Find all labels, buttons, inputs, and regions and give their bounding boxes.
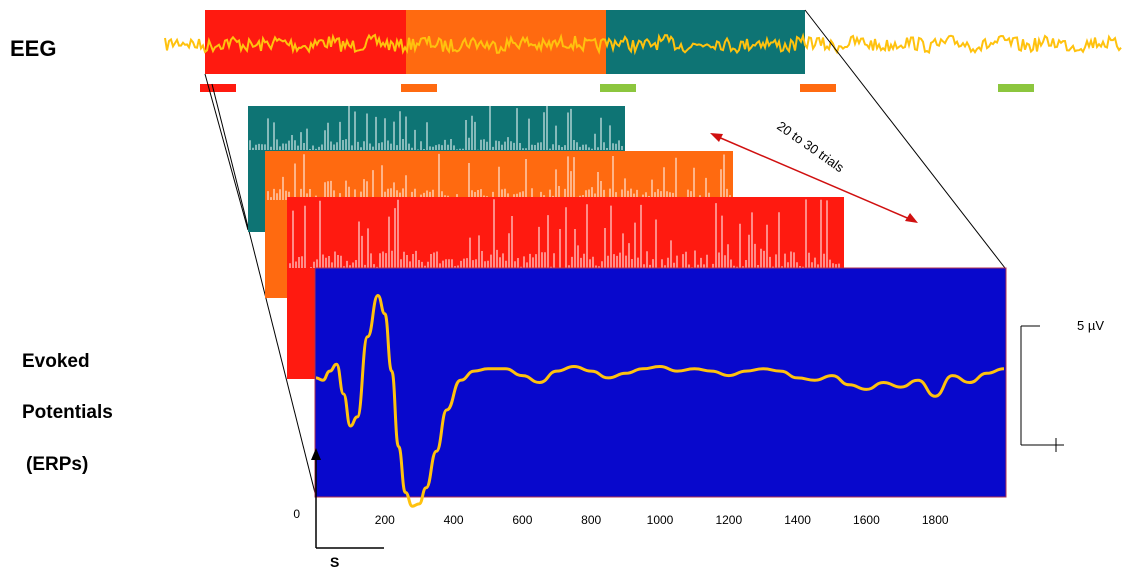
x-tick-label: 1600 bbox=[853, 513, 880, 527]
erp-panel-bg bbox=[314, 267, 1007, 498]
trials-arrow bbox=[715, 135, 913, 221]
zoom-line-left-bottom bbox=[211, 83, 317, 498]
evoked-label-line2: Potentials bbox=[22, 402, 113, 423]
scale-bar bbox=[1020, 325, 1064, 452]
x-tick-label: 1400 bbox=[784, 513, 811, 527]
x-tick-label: 800 bbox=[581, 513, 601, 527]
trials-arrowhead-start bbox=[710, 133, 723, 142]
trial-spikes-red bbox=[289, 199, 840, 268]
stimulus-onset: S bbox=[311, 448, 384, 570]
trial-spikes-teal bbox=[249, 105, 623, 150]
x-tick-label: 400 bbox=[444, 513, 464, 527]
x-tick-label: 200 bbox=[375, 513, 395, 527]
eeg-label: EEG bbox=[10, 36, 56, 61]
origin-label: 0 bbox=[293, 507, 300, 521]
eeg-trace bbox=[164, 32, 1122, 56]
trials-arrowhead-end bbox=[905, 213, 918, 223]
stimulus-marker-4 bbox=[800, 84, 836, 92]
stimulus-marker-2 bbox=[401, 84, 437, 92]
stimulus-marker-3 bbox=[600, 84, 636, 92]
evoked-label-line3: (ERPs) bbox=[26, 454, 88, 475]
erp-x-ticks: 200 400 600 800 1000 1200 1400 1600 1800 bbox=[375, 513, 949, 527]
zoom-lines bbox=[204, 9, 1006, 498]
zoom-line-right bbox=[804, 9, 1006, 269]
x-tick-label: 1200 bbox=[715, 513, 742, 527]
evoked-label-line1: Evoked bbox=[22, 351, 90, 372]
stimulus-arrow-head bbox=[311, 448, 321, 460]
stimulus-marker-5 bbox=[998, 84, 1034, 92]
erp-waveform bbox=[315, 293, 1005, 508]
trials-label: 20 to 30 trials bbox=[774, 118, 847, 175]
x-tick-label: 1000 bbox=[647, 513, 674, 527]
erp-panel bbox=[314, 267, 1007, 508]
x-tick-label: 600 bbox=[512, 513, 532, 527]
stimulus-label: S bbox=[330, 554, 339, 570]
stimulus-markers bbox=[200, 84, 1034, 92]
x-tick-label: 1800 bbox=[922, 513, 949, 527]
zoom-line-left-top bbox=[204, 73, 249, 231]
scale-bar-label: 5 µV bbox=[1077, 318, 1104, 333]
stimulus-marker-1 bbox=[200, 84, 236, 92]
